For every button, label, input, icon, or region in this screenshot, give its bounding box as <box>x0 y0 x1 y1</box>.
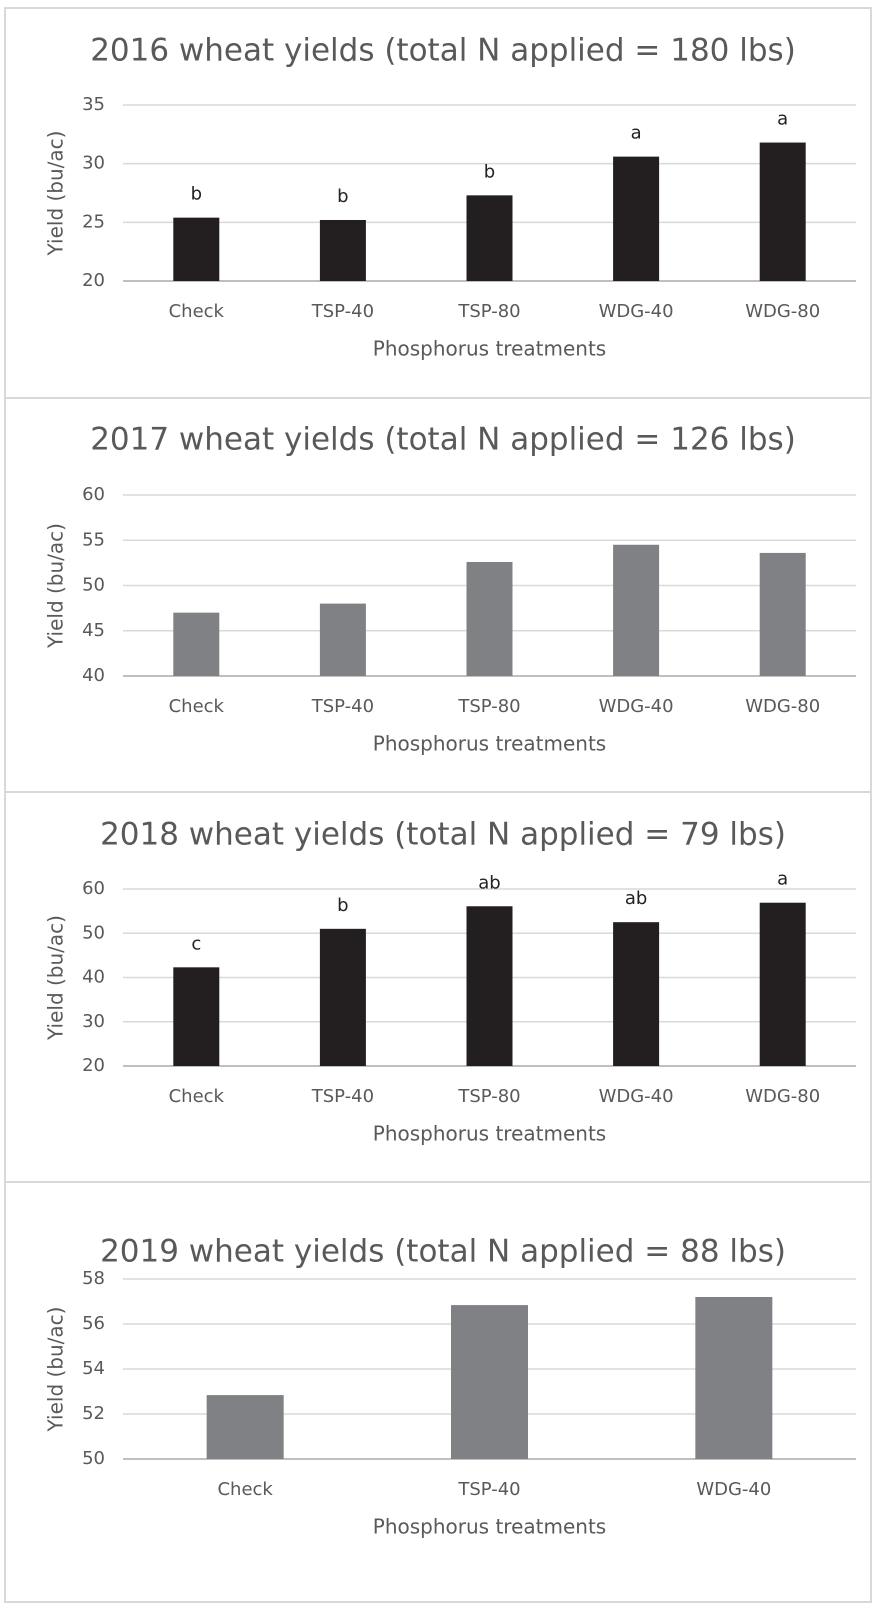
significance-letter: ab <box>625 888 647 909</box>
y-tick-label: 52 <box>82 1403 105 1424</box>
x-tick-label: WDG-80 <box>745 696 820 717</box>
bar <box>466 906 513 1066</box>
y-tick-label: 45 <box>82 620 105 641</box>
y-tick-label: 40 <box>82 665 105 686</box>
bar <box>319 219 366 281</box>
y-tick-label: 50 <box>82 922 105 943</box>
significance-letter: b <box>337 895 348 916</box>
x-axis-label: Phosphorus treatments <box>373 337 606 361</box>
y-tick-label: 35 <box>82 94 105 115</box>
x-tick-label: Check <box>217 1479 273 1500</box>
x-tick-label: WDG-40 <box>696 1479 771 1500</box>
y-tick-label: 54 <box>82 1358 105 1379</box>
y-tick-label: 30 <box>82 1011 105 1032</box>
bar <box>759 902 806 1066</box>
significance-letter: b <box>337 186 348 207</box>
y-tick-label: 60 <box>82 878 105 899</box>
x-axis-label: Phosphorus treatments <box>373 732 606 756</box>
bar <box>695 1297 773 1459</box>
x-tick-label: TSP-40 <box>311 301 374 322</box>
bar <box>759 142 806 281</box>
bar <box>319 928 366 1066</box>
bar <box>173 217 220 281</box>
x-tick-label: Check <box>169 301 225 322</box>
y-tick-label: 30 <box>82 153 105 174</box>
y-axis-label: Yield (bu/ac) <box>44 131 68 257</box>
x-tick-label: TSP-40 <box>311 696 374 717</box>
y-axis-label: Yield (bu/ac) <box>44 523 68 649</box>
y-tick-label: 50 <box>82 575 105 596</box>
significance-letter: b <box>191 184 202 205</box>
y-tick-label: 56 <box>82 1313 105 1334</box>
bar <box>613 156 660 281</box>
y-axis-label: Yield (bu/ac) <box>44 1307 68 1433</box>
bar <box>451 1305 528 1459</box>
y-tick-label: 25 <box>82 211 105 232</box>
x-tick-label: WDG-80 <box>745 301 820 322</box>
x-tick-label: TSP-80 <box>457 696 520 717</box>
bar <box>206 1395 284 1459</box>
y-tick-label: 40 <box>82 967 105 988</box>
x-tick-label: Check <box>169 1086 225 1107</box>
x-tick-label: TSP-40 <box>311 1086 374 1107</box>
y-axis-label: Yield (bu/ac) <box>44 915 68 1041</box>
bar <box>466 561 513 676</box>
x-tick-label: Check <box>169 696 225 717</box>
x-tick-label: TSP-80 <box>457 301 520 322</box>
significance-letter: b <box>484 161 495 182</box>
panel <box>4 1181 872 1603</box>
x-tick-label: WDG-40 <box>599 301 674 322</box>
significance-letter: a <box>777 109 788 130</box>
x-tick-label: WDG-80 <box>745 1086 820 1107</box>
significance-letter: c <box>191 933 201 954</box>
y-tick-label: 20 <box>82 1055 105 1076</box>
x-tick-label: TSP-40 <box>457 1479 520 1500</box>
significance-letter: ab <box>478 872 500 893</box>
bar <box>613 544 660 676</box>
y-tick-label: 60 <box>82 484 105 505</box>
bar <box>173 612 220 676</box>
significance-letter: a <box>631 123 642 144</box>
y-tick-label: 58 <box>82 1268 105 1289</box>
significance-letter: a <box>777 869 788 890</box>
bar <box>759 552 806 676</box>
bar <box>173 967 220 1066</box>
bar <box>319 603 366 676</box>
y-tick-label: 55 <box>82 529 105 550</box>
chart-title: 2017 wheat yields (total N applied = 126… <box>90 422 796 458</box>
bar <box>466 195 513 281</box>
y-tick-label: 20 <box>82 270 105 291</box>
x-tick-label: TSP-80 <box>457 1086 520 1107</box>
chart-title: 2018 wheat yields (total N applied = 79 … <box>100 817 786 853</box>
x-tick-label: WDG-40 <box>599 696 674 717</box>
y-tick-label: 50 <box>82 1448 105 1469</box>
x-axis-label: Phosphorus treatments <box>373 1515 606 1539</box>
chart-title: 2019 wheat yields (total N applied = 88 … <box>100 1234 786 1270</box>
x-axis-label: Phosphorus treatments <box>373 1122 606 1146</box>
x-tick-label: WDG-40 <box>599 1086 674 1107</box>
bar <box>613 922 660 1066</box>
chart-title: 2016 wheat yields (total N applied = 180… <box>90 33 796 69</box>
